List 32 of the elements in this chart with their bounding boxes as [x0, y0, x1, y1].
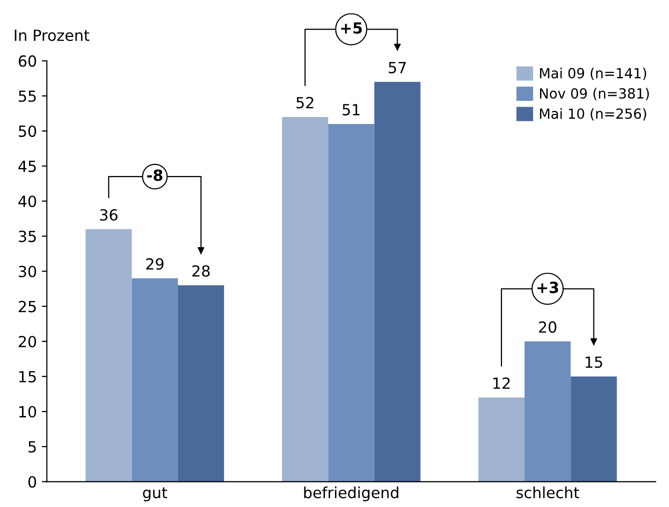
- y-tick-label: 50: [18, 125, 36, 137]
- data-label: 52: [296, 96, 314, 108]
- y-tick-label: 40: [18, 196, 36, 208]
- y-tick-label: 45: [18, 160, 36, 172]
- annotation: +3: [538, 282, 558, 294]
- annotation: -8: [147, 169, 162, 181]
- y-tick-label: 60: [18, 55, 36, 67]
- y-tick-label: 35: [18, 230, 36, 242]
- data-label: 12: [493, 377, 510, 389]
- y-tick-label: 5: [28, 441, 36, 453]
- data-label: 29: [146, 258, 164, 270]
- data-label: 51: [342, 104, 360, 116]
- legend-label: Mai 09 (n=141): [540, 68, 646, 80]
- y-tick-label: 55: [18, 90, 36, 102]
- y-axis-title: In Prozent: [14, 30, 90, 42]
- x-tick-label: befriedigend: [304, 486, 398, 502]
- data-label: 28: [192, 265, 210, 277]
- text: +5: [341, 22, 362, 34]
- data-label: 36: [100, 209, 118, 221]
- data-label: 15: [586, 356, 602, 368]
- y-tick-label: 30: [18, 266, 36, 278]
- data-label: 57: [388, 62, 406, 74]
- legend-label: Mai 10 (n=256): [540, 108, 646, 121]
- x-tick-label: gut: [143, 487, 168, 502]
- y-tick-label: 0: [28, 476, 36, 488]
- y-tick-label: 20: [18, 336, 36, 348]
- data-label: 20: [539, 321, 556, 333]
- x-tick-label: schlecht: [516, 486, 580, 498]
- legend-label: Nov 09 (n=381): [540, 88, 649, 100]
- y-tick-label: 10: [19, 406, 36, 418]
- y-tick-label: 15: [19, 371, 36, 382]
- y-tick-label: 25: [18, 300, 36, 312]
